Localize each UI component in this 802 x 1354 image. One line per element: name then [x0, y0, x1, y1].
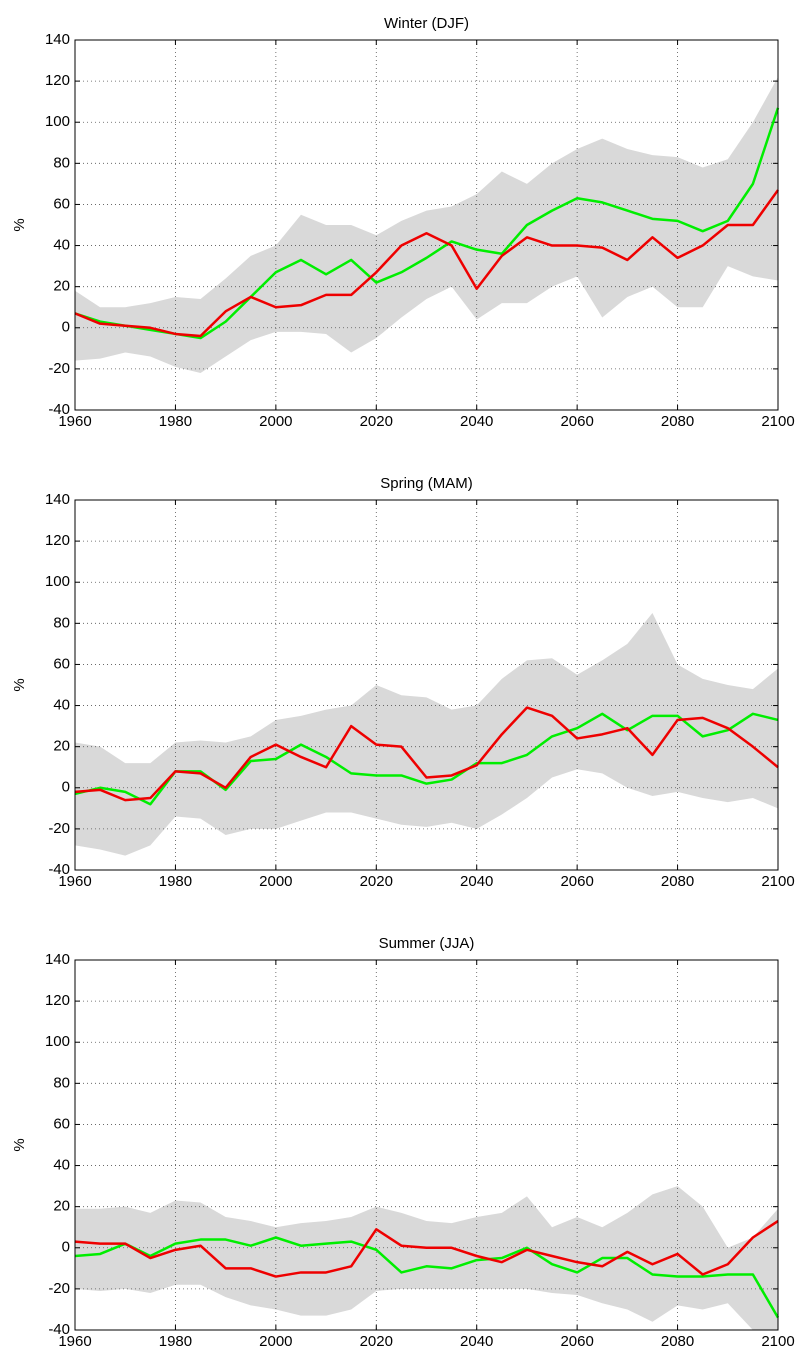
- x-tick-label: 2060: [560, 1333, 593, 1350]
- y-tick-label: 140: [45, 31, 70, 48]
- y-tick-label: 100: [45, 113, 70, 130]
- y-tick-label: -40: [48, 861, 70, 878]
- data-line: [74, 189, 780, 338]
- y-tick-label: 20: [53, 1198, 70, 1215]
- x-tick-label: 2020: [360, 1333, 393, 1350]
- x-tick-label: 2100: [761, 413, 794, 430]
- data-line: [74, 712, 779, 806]
- x-tick-label: 1960: [58, 873, 91, 890]
- y-tick-label: 120: [45, 532, 70, 549]
- y-tick-label: -20: [48, 820, 70, 837]
- y-tick-label: 20: [53, 738, 70, 755]
- y-tick-label: 120: [45, 72, 70, 89]
- y-tick-label: 60: [53, 195, 70, 212]
- x-tick-label: 1980: [159, 1333, 192, 1350]
- plot-frame: [74, 39, 779, 411]
- x-tick-label: 2100: [761, 1333, 794, 1350]
- range-band: [75, 613, 778, 856]
- data-line: [74, 706, 779, 802]
- y-tick-label: 80: [53, 1074, 70, 1091]
- y-axis-label: %: [11, 218, 28, 231]
- y-tick-label: -40: [48, 401, 70, 418]
- data-line: [74, 1236, 780, 1319]
- chart-title: Winter (DJF): [384, 15, 469, 32]
- y-tick-label: 40: [53, 697, 70, 714]
- x-tick-label: 2100: [761, 873, 794, 890]
- x-tick-label: 2020: [360, 413, 393, 430]
- y-tick-label: 140: [45, 951, 70, 968]
- y-tick-label: 60: [53, 1115, 70, 1132]
- chart-title: Spring (MAM): [380, 475, 473, 492]
- y-tick-label: 40: [53, 237, 70, 254]
- x-tick-label: 2000: [259, 413, 292, 430]
- plot-frame: [74, 499, 779, 871]
- y-tick-label: 120: [45, 992, 70, 1009]
- x-tick-label: 2040: [460, 873, 493, 890]
- plot-frame: [74, 959, 779, 1331]
- x-tick-label: 2080: [661, 413, 694, 430]
- range-band: [75, 77, 778, 373]
- y-tick-label: 100: [45, 573, 70, 590]
- y-tick-label: -20: [48, 1280, 70, 1297]
- y-tick-label: 0: [62, 319, 70, 336]
- x-tick-label: 2040: [460, 413, 493, 430]
- y-tick-label: 40: [53, 1157, 70, 1174]
- y-tick-label: -40: [48, 1321, 70, 1338]
- y-axis-label: %: [11, 678, 28, 691]
- x-tick-label: 2040: [460, 1333, 493, 1350]
- data-line: [74, 1220, 779, 1278]
- y-tick-label: 0: [62, 779, 70, 796]
- range-band: [75, 1186, 778, 1330]
- y-tick-label: -20: [48, 360, 70, 377]
- x-tick-label: 1960: [58, 413, 91, 430]
- y-tick-label: 80: [53, 614, 70, 631]
- data-line: [74, 107, 780, 340]
- y-tick-label: 20: [53, 278, 70, 295]
- y-tick-label: 60: [53, 655, 70, 672]
- x-tick-label: 2000: [259, 873, 292, 890]
- x-tick-label: 2080: [661, 1333, 694, 1350]
- chart-title: Summer (JJA): [379, 935, 475, 952]
- y-tick-label: 100: [45, 1033, 70, 1050]
- x-tick-label: 2060: [560, 413, 593, 430]
- x-tick-label: 1960: [58, 1333, 91, 1350]
- y-tick-label: 140: [45, 491, 70, 508]
- x-tick-label: 2060: [560, 873, 593, 890]
- x-tick-label: 2080: [661, 873, 694, 890]
- y-tick-label: 0: [62, 1239, 70, 1256]
- x-tick-label: 2000: [259, 1333, 292, 1350]
- x-tick-label: 1980: [159, 413, 192, 430]
- y-axis-label: %: [11, 1138, 28, 1151]
- y-tick-label: 80: [53, 154, 70, 171]
- x-tick-label: 1980: [159, 873, 192, 890]
- x-tick-label: 2020: [360, 873, 393, 890]
